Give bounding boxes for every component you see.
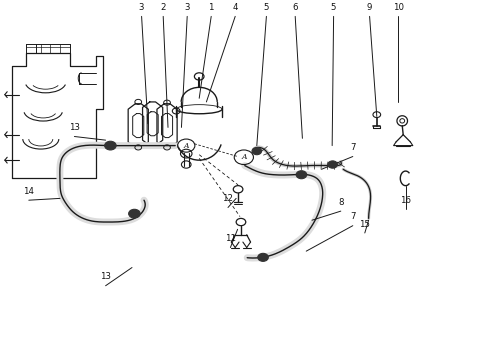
Text: 16: 16 bbox=[400, 196, 411, 205]
Circle shape bbox=[328, 161, 337, 168]
Circle shape bbox=[105, 141, 116, 150]
Text: 13: 13 bbox=[100, 272, 111, 281]
Text: 12: 12 bbox=[223, 194, 233, 203]
Text: 2: 2 bbox=[160, 3, 166, 12]
Text: 3: 3 bbox=[139, 3, 144, 12]
Text: 1: 1 bbox=[208, 3, 214, 12]
Text: 11: 11 bbox=[225, 234, 236, 243]
Text: A: A bbox=[241, 153, 247, 161]
Circle shape bbox=[296, 171, 307, 179]
Circle shape bbox=[129, 209, 140, 218]
Text: 10: 10 bbox=[393, 3, 404, 12]
Text: 6: 6 bbox=[292, 3, 298, 12]
Text: 7: 7 bbox=[350, 212, 356, 221]
Circle shape bbox=[252, 147, 262, 155]
Text: 15: 15 bbox=[360, 219, 370, 229]
Text: 4: 4 bbox=[232, 3, 238, 12]
Text: 3: 3 bbox=[184, 3, 190, 12]
Text: 13: 13 bbox=[69, 123, 80, 132]
Text: 9: 9 bbox=[367, 3, 372, 12]
Text: 7: 7 bbox=[350, 143, 356, 152]
Text: 8: 8 bbox=[338, 198, 344, 207]
Text: 14: 14 bbox=[24, 187, 34, 196]
Text: 5: 5 bbox=[264, 3, 269, 12]
Text: 5: 5 bbox=[331, 3, 336, 12]
Circle shape bbox=[258, 253, 268, 261]
Text: A: A bbox=[183, 142, 189, 150]
